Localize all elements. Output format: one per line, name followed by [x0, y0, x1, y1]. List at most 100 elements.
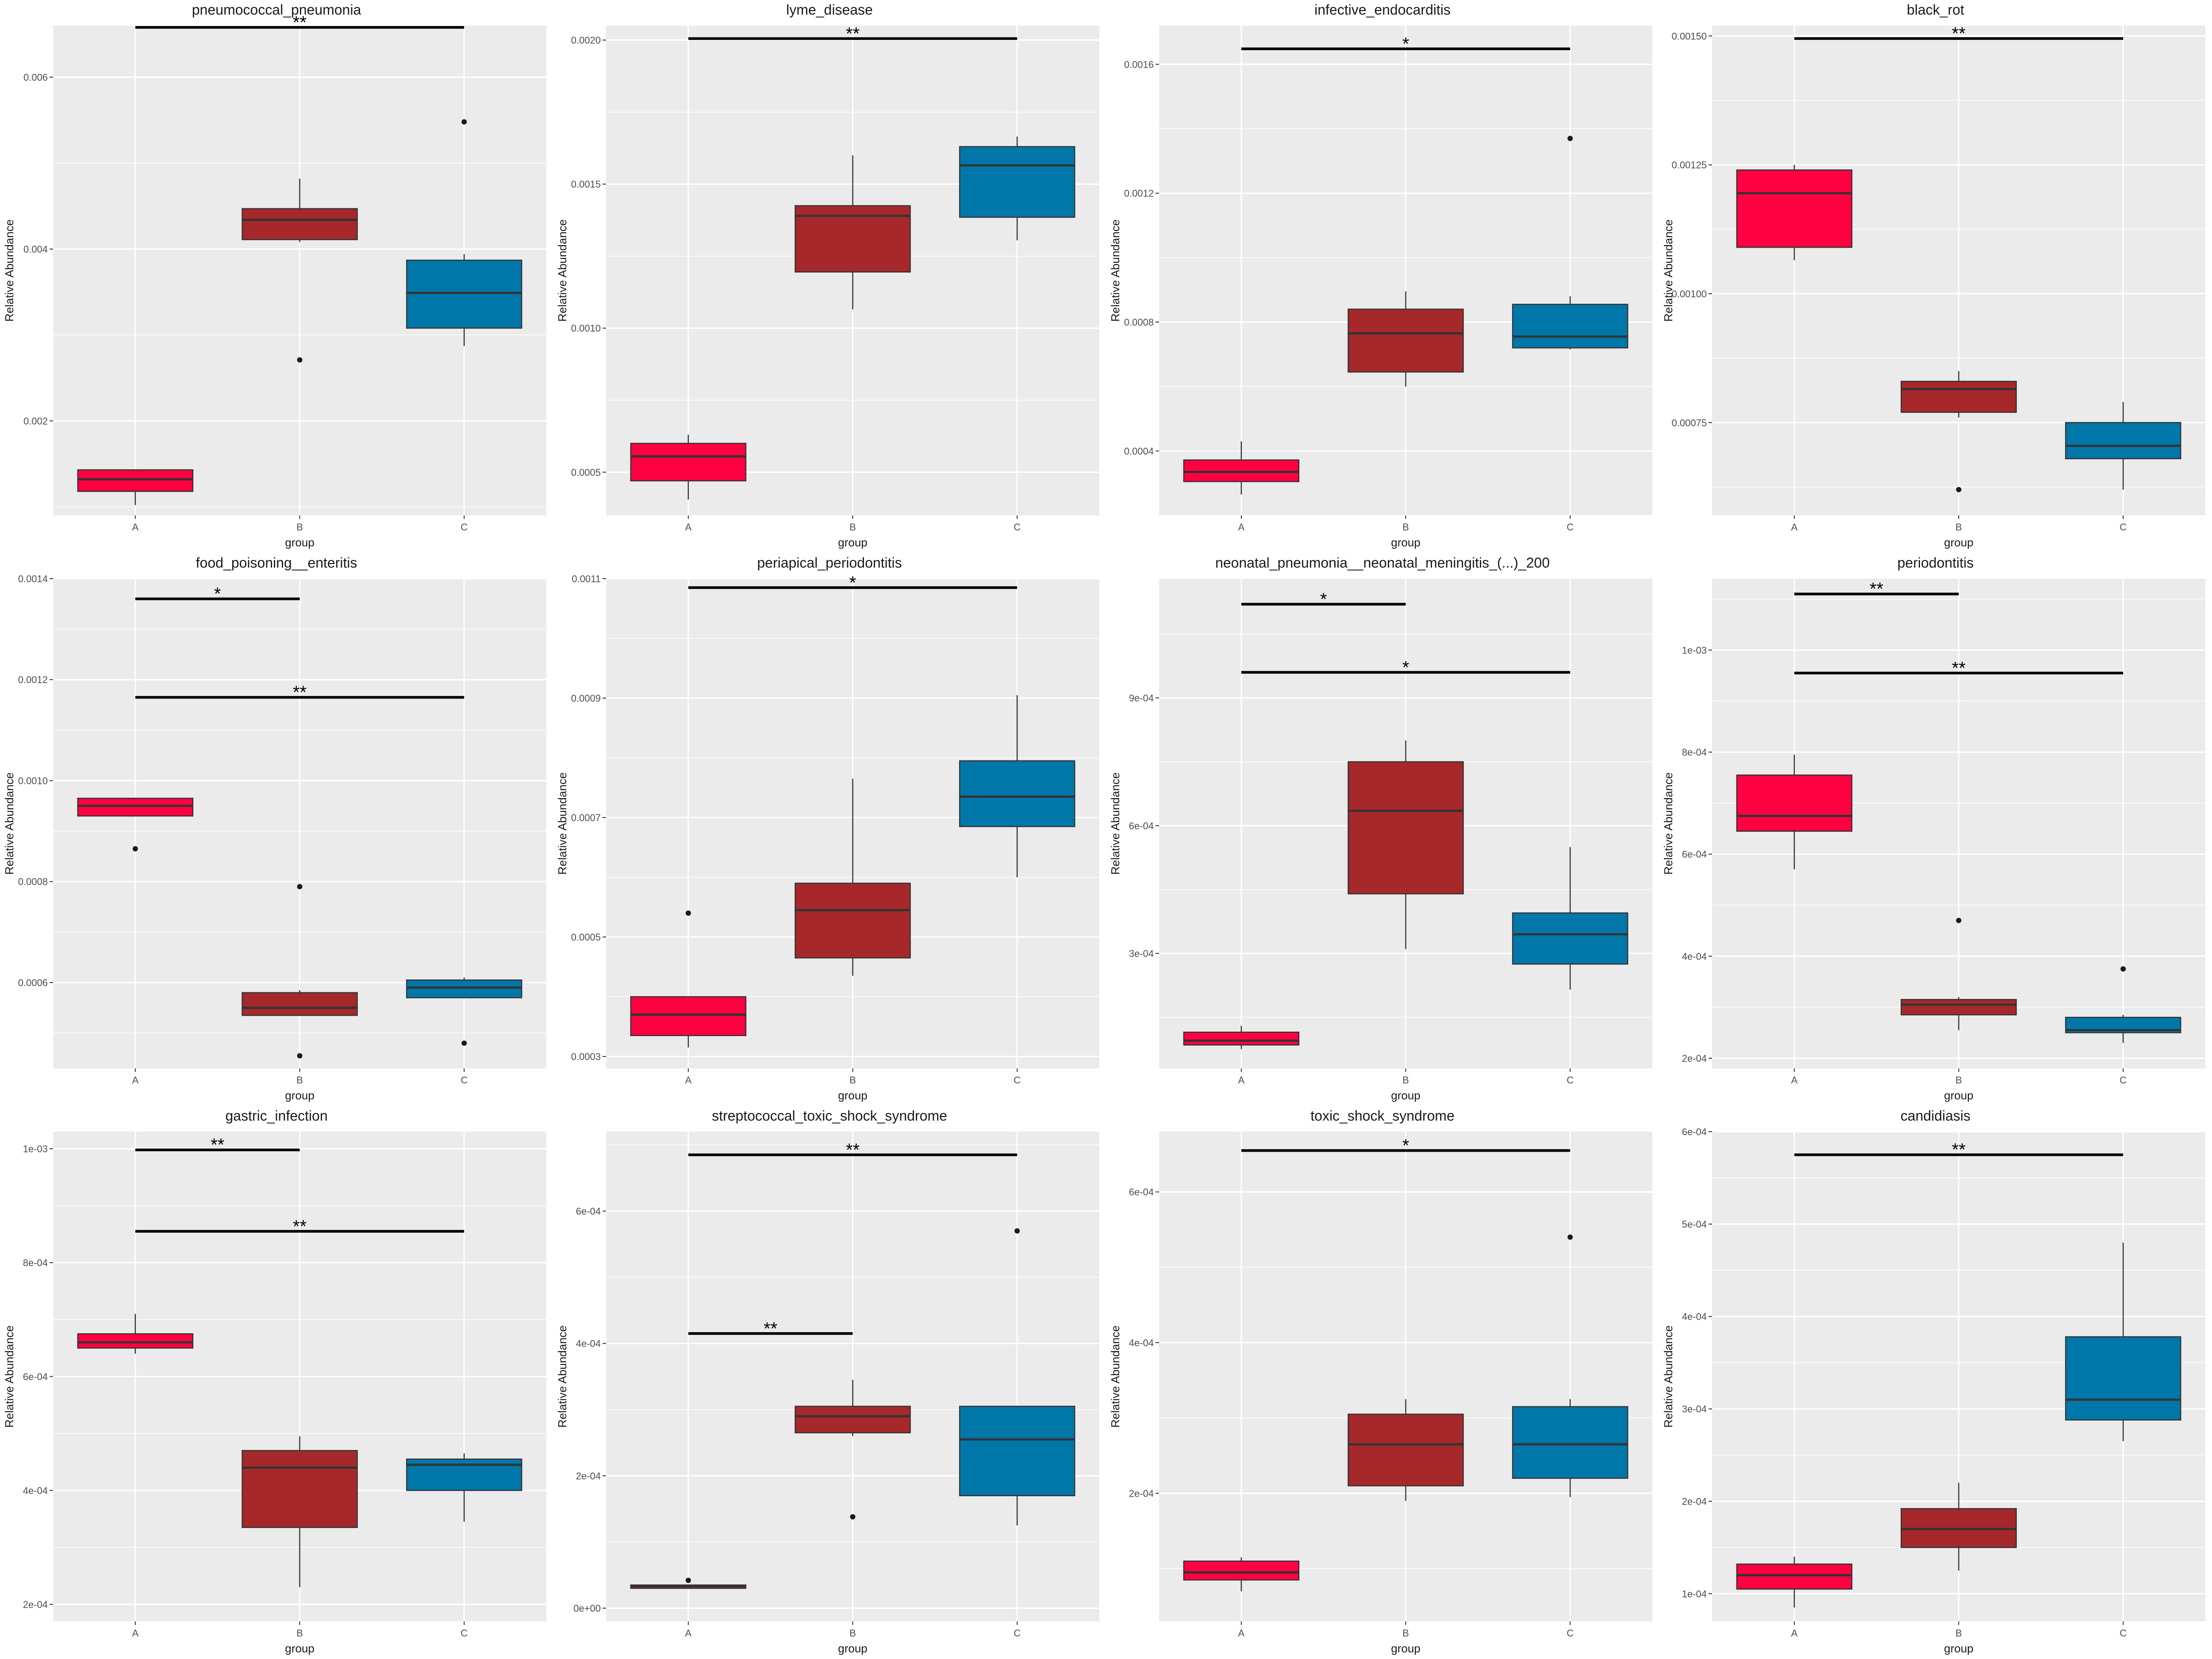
y-tick-label: 0.0010 — [18, 775, 48, 786]
chart-svg: 0.0005 0.0010 0.0015 0.0020 A B C ** group Relati… — [556, 24, 1099, 549]
y-axis-label: Relative Abundance — [3, 219, 16, 322]
x-axis-label: group — [285, 1089, 315, 1102]
x-axis-label: group — [1944, 1089, 1974, 1102]
x-tick-label: C — [1567, 1075, 1574, 1086]
y-tick-label: 9e-04 — [1129, 693, 1154, 704]
x-tick-label: A — [132, 1628, 138, 1639]
y-tick-label: 2e-04 — [23, 1599, 48, 1610]
box-A — [77, 798, 194, 817]
y-tick-label: 0.0015 — [571, 179, 601, 190]
x-tick-label: C — [461, 1628, 468, 1639]
y-axis-label: Relative Abundance — [556, 219, 569, 322]
x-axis-label: group — [1944, 536, 1974, 549]
box-C — [959, 760, 1075, 827]
box-C — [959, 1406, 1075, 1497]
significance-label: ** — [1952, 658, 1966, 678]
chart-title: streptococcal_toxic_shock_syndrome — [712, 1108, 947, 1124]
chart-panel: lyme_disease 0.0005 0.0010 0.0015 0.0020 A B C *… — [553, 0, 1106, 553]
y-tick-label: 2e-04 — [1682, 1496, 1707, 1507]
x-tick-label: A — [1238, 1628, 1244, 1639]
significance-label: ** — [846, 1140, 860, 1160]
y-axis-label: Relative Abundance — [1662, 1325, 1675, 1428]
outlier-point — [1567, 1234, 1573, 1240]
y-tick-label: 0.002 — [23, 415, 48, 426]
y-tick-label: 4e-04 — [1682, 1311, 1707, 1322]
chart-svg: 3e-04 6e-04 9e-04 A B C * * group Relative Abunda… — [1109, 579, 1652, 1102]
chart-panel: neonatal_pneumonia__neonatal_meningitis_… — [1106, 553, 1659, 1106]
outlier-point — [1567, 135, 1573, 141]
y-tick-label: 0e+00 — [573, 1603, 601, 1614]
outlier-point — [685, 910, 691, 916]
x-tick-label: C — [2120, 1628, 2127, 1639]
significance-label: * — [214, 584, 221, 604]
chart-panel: black_rot 0.00075 0.00100 0.00125 0.00150 A B C… — [1659, 0, 2212, 553]
box-B — [1901, 380, 2017, 413]
y-axis-label: Relative Abundance — [3, 1325, 16, 1428]
box-B — [242, 992, 358, 1016]
x-tick-label: B — [1955, 1075, 1962, 1086]
y-axis-label: Relative Abundance — [3, 772, 16, 875]
y-tick-label: 3e-04 — [1129, 948, 1154, 959]
y-tick-label: 0.0012 — [1124, 188, 1154, 199]
x-tick-label: C — [2120, 522, 2127, 533]
box-B — [242, 1450, 358, 1528]
box-B — [1348, 761, 1464, 895]
chart-svg: 0.002 0.004 0.006 A B C ** group Relative Abunda… — [3, 13, 546, 549]
y-tick-label: 8e-04 — [1682, 747, 1707, 758]
box-A — [1183, 1031, 1300, 1046]
x-axis-label: group — [1391, 1642, 1421, 1655]
chart-panel: infective_endocarditis 0.0004 0.0008 0.0012… — [1106, 0, 1659, 553]
chart-title: periapical_periodontitis — [757, 555, 902, 571]
y-tick-label: 0.0005 — [571, 467, 601, 478]
outlier-point — [2120, 966, 2126, 972]
y-tick-label: 0.00100 — [1671, 288, 1707, 300]
y-tick-label: 4e-04 — [23, 1485, 48, 1496]
box-A — [1736, 1563, 1853, 1590]
y-tick-label: 0.00125 — [1671, 160, 1707, 171]
y-tick-label: 0.0009 — [571, 693, 601, 704]
y-tick-label: 6e-04 — [576, 1206, 601, 1217]
significance-label: * — [1320, 590, 1327, 609]
y-tick-label: 0.0011 — [572, 573, 601, 584]
y-axis-label: Relative Abundance — [1662, 219, 1675, 322]
x-axis-label: group — [838, 1089, 868, 1102]
y-axis-label: Relative Abundance — [556, 772, 569, 875]
y-tick-label: 1e-03 — [23, 1144, 48, 1155]
x-tick-label: B — [849, 1075, 856, 1086]
y-tick-label: 2e-04 — [1682, 1053, 1707, 1064]
chart-panel: toxic_shock_syndrome 2e-04 4e-04 6e-04 A B C * g… — [1106, 1106, 1659, 1659]
x-tick-label: C — [1014, 1075, 1021, 1086]
x-axis-label: group — [838, 536, 868, 549]
outlier-point — [132, 846, 138, 852]
chart-svg: 2e-04 4e-04 6e-04 8e-04 1e-03 A B C ** ** group Rel… — [1662, 579, 2205, 1102]
chart-svg: 0.00075 0.00100 0.00125 0.00150 A B C ** group Re… — [1662, 24, 2205, 549]
box-A — [1736, 774, 1853, 832]
x-tick-label: A — [1791, 1628, 1797, 1639]
significance-label: ** — [764, 1319, 777, 1338]
box-C — [406, 979, 522, 998]
y-axis-label: Relative Abundance — [1109, 1325, 1122, 1428]
box-C — [1512, 303, 1628, 349]
y-tick-label: 0.006 — [23, 72, 48, 83]
chart-title: toxic_shock_syndrome — [1310, 1108, 1455, 1124]
x-tick-label: C — [1567, 1628, 1574, 1639]
significance-label: ** — [1952, 1140, 1966, 1160]
x-tick-label: C — [1567, 522, 1574, 533]
chart-panel: pneumococcal_pneumonia 0.002 0.004 0.006 A B C… — [0, 0, 553, 553]
y-tick-label: 6e-04 — [1682, 1126, 1707, 1137]
chart-title: candidiasis — [1900, 1108, 1971, 1124]
chart-title: gastric_infection — [225, 1108, 328, 1124]
x-tick-label: B — [1402, 522, 1409, 533]
x-tick-label: A — [1238, 522, 1244, 533]
y-tick-label: 0.00075 — [1671, 417, 1707, 428]
x-axis-label: group — [1944, 1642, 1974, 1655]
y-tick-label: 4e-04 — [1682, 951, 1707, 962]
chart-svg: 0.0004 0.0008 0.0012 0.0016 A B C * group Relativ… — [1109, 26, 1652, 549]
x-tick-label: B — [849, 1628, 856, 1639]
significance-label: ** — [211, 1135, 224, 1155]
significance-label: ** — [846, 24, 860, 43]
chart-title: periodontitis — [1897, 555, 1974, 571]
x-axis-label: group — [838, 1642, 868, 1655]
y-axis-label: Relative Abundance — [1109, 772, 1122, 875]
